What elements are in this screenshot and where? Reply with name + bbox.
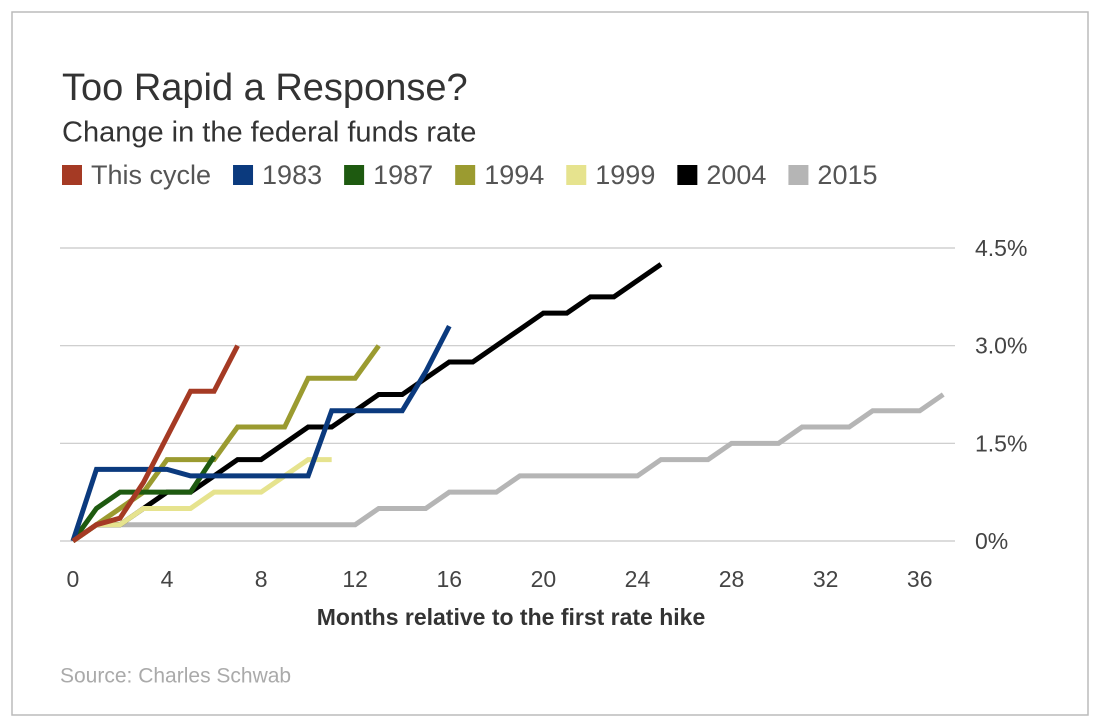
x-axis-label: Months relative to the first rate hike <box>317 604 706 630</box>
series-line <box>71 344 240 544</box>
legend-label: 1987 <box>373 160 433 190</box>
series-line <box>70 324 452 542</box>
x-tick-label: 16 <box>436 566 462 592</box>
y-tick-label: 3.0% <box>975 333 1027 359</box>
x-tick-label: 36 <box>907 566 933 592</box>
legend-swatch <box>233 165 254 185</box>
legend-swatch <box>788 165 809 185</box>
source: Source: Charles Schwab <box>60 665 291 688</box>
legend: This cycle 1983 1987 1994 1999 2004 2015 <box>62 160 878 190</box>
x-tick-label: 4 <box>161 566 174 592</box>
legend-swatch <box>455 165 476 185</box>
y-tick-label: 4.5% <box>975 235 1027 261</box>
legend-swatch <box>62 165 82 185</box>
legend-swatch <box>566 165 587 185</box>
x-tick-label: 12 <box>342 566 368 592</box>
legend-label: 2004 <box>706 160 766 190</box>
legend-swatch <box>344 165 365 185</box>
frame <box>11 11 1089 716</box>
x-tick-label: 32 <box>813 566 839 592</box>
x-tick-label: 8 <box>255 566 268 592</box>
legend-label: 1983 <box>262 160 322 190</box>
series-line <box>71 344 381 544</box>
chart-subtitle: Change in the federal funds rate <box>62 117 476 149</box>
series-line <box>71 457 332 544</box>
x-tick-label: 24 <box>625 566 651 592</box>
legend-label: 2015 <box>817 160 877 190</box>
y-tick-label: 1.5% <box>975 430 1027 456</box>
legend-swatch <box>677 165 698 185</box>
series-line <box>71 392 945 544</box>
y-tick-label: 0% <box>975 528 1008 554</box>
legend-label: This cycle <box>91 160 211 190</box>
series-line <box>70 454 217 543</box>
chart-title: Too Rapid a Response? <box>62 67 468 109</box>
x-tick-label: 20 <box>531 566 557 592</box>
x-tick-label: 0 <box>67 566 80 592</box>
x-tick-label: 28 <box>719 566 745 592</box>
legend-label: 1999 <box>595 160 655 190</box>
legend-label: 1994 <box>484 160 544 190</box>
